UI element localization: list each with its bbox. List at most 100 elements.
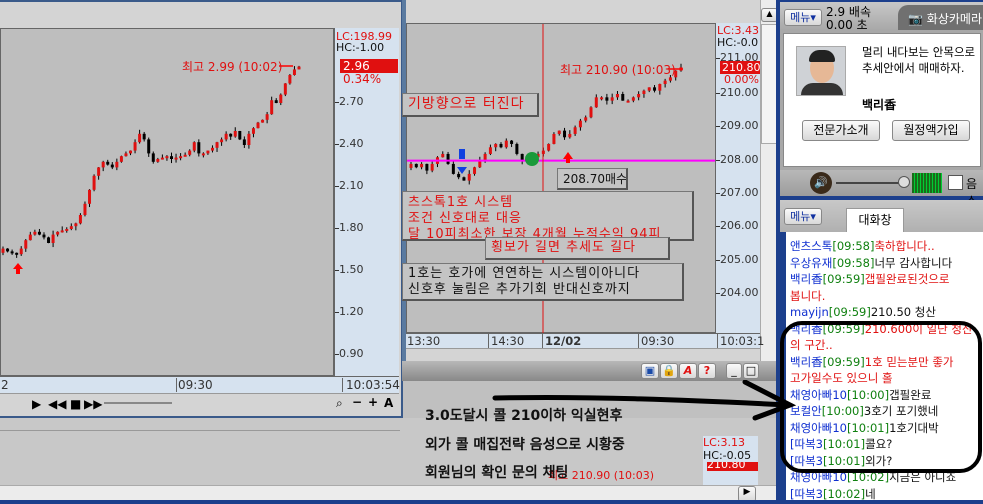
mid-price-axis[interactable]: LC:3.43 HC:-0.0 211.00 210.80 0.00% 210.… <box>715 23 760 333</box>
candle <box>197 142 201 154</box>
candle <box>420 163 424 168</box>
window-icon[interactable]: ▣ <box>641 363 659 379</box>
bottom-scrollbar[interactable]: ▶ <box>0 485 778 503</box>
chat-menu-button[interactable]: 메뉴▾ <box>784 208 822 225</box>
sell-arrow-icon <box>457 149 467 174</box>
mute-checkbox[interactable] <box>948 175 963 190</box>
commentary-line: 3.0도달시 콜 210이하 익실현후 <box>425 408 623 424</box>
candle <box>467 173 471 181</box>
volume-meter <box>912 173 942 193</box>
chat-message: 봅니다. <box>790 288 983 305</box>
font-icon[interactable]: A <box>679 363 697 379</box>
time-label: 0.00 초 <box>826 18 868 32</box>
chat-name: 백리香 <box>790 272 823 286</box>
chat-msg: 3호기 포기했네 <box>863 404 939 418</box>
candle <box>88 189 92 204</box>
candle <box>279 94 283 103</box>
chat-name: [따복3 <box>790 486 823 501</box>
candle <box>156 159 160 162</box>
candle <box>642 90 646 94</box>
chat-time: [09:59] <box>822 321 865 336</box>
y-tick-label: 1.80 <box>335 221 364 234</box>
left-chart-plot[interactable]: 최고 2.99 (10:02) <box>0 28 334 376</box>
speed-label: 2.9 배속 <box>826 5 871 19</box>
change-pct: 0.34% <box>343 72 382 86</box>
candle <box>56 231 60 235</box>
candle <box>674 70 678 78</box>
left-price-axis[interactable]: LC:198.99 HC:-1.00 2.96 0.34% 2.70 2.40 2.… <box>334 28 399 376</box>
menu-label: 메뉴 <box>790 210 811 223</box>
note-text: 조건 신호대로 대응 <box>408 211 522 226</box>
chat-log[interactable]: 앤츠스톡[09:58]축하합니다.. 우상유재[09:58]너무 감사합니다 백리香… <box>786 232 983 500</box>
chat-msg: 너무 감사합니다 <box>874 255 953 270</box>
menu-button[interactable]: 메뉴▾ <box>784 9 822 26</box>
candle <box>261 119 265 123</box>
candle <box>283 83 287 95</box>
time-label: 09:30 <box>638 334 674 348</box>
hc-label: HC:-0.05 <box>703 449 752 462</box>
lock-icon[interactable]: 🔒 <box>660 363 678 379</box>
candle <box>215 142 219 148</box>
candle <box>233 131 237 137</box>
help-icon[interactable]: ? <box>698 363 716 379</box>
candle <box>462 177 466 181</box>
candle <box>578 120 582 128</box>
candle <box>142 133 146 140</box>
chat-msg: 210.50 청산 <box>870 305 936 319</box>
candle <box>133 142 137 151</box>
play-button[interactable]: ▶ <box>32 397 42 411</box>
candle <box>430 163 434 171</box>
speaker-icon[interactable]: 🔊 <box>810 172 832 194</box>
chat-tab[interactable]: 대화창 <box>846 208 904 232</box>
chat-tab-label: 대화창 <box>858 213 892 227</box>
minimize-button[interactable]: _ <box>726 363 742 379</box>
candle <box>78 215 82 224</box>
commentary-line: 회원님의 확인 문의 채팅 <box>425 465 569 481</box>
chat-message: [따복3[10:01]콜요? <box>790 436 983 453</box>
zoom-icon[interactable]: ⌕ <box>336 396 343 410</box>
maximize-button[interactable]: □ <box>743 363 759 379</box>
minus-icon[interactable]: − <box>352 395 363 409</box>
candle <box>288 75 292 84</box>
candle <box>229 133 233 137</box>
candle <box>589 107 593 118</box>
drawn-arrow <box>492 380 797 421</box>
candle <box>563 130 567 138</box>
candle <box>119 156 123 162</box>
chat-message: 백리香[09:59]갭필완료된것으로 <box>790 271 983 288</box>
candle <box>251 128 255 134</box>
mini-high-note: 최고 210.90 (10:03) <box>548 469 655 482</box>
candle <box>473 167 477 174</box>
chat-name: 채영아빠10 <box>790 470 847 484</box>
plus-icon[interactable]: + <box>368 395 379 409</box>
text-tool-icon[interactable]: A <box>384 396 394 410</box>
subscribe-button[interactable]: 월정액가입 <box>892 120 970 141</box>
note-text: 횡보가 길면 추세도 길다 <box>491 240 636 255</box>
chat-msg: 갭필완료된것으로 <box>864 272 950 286</box>
candle <box>600 97 604 100</box>
volume-knob[interactable] <box>898 176 910 188</box>
y-tick-label: 1.50 <box>335 263 364 276</box>
candle <box>19 248 23 255</box>
candle <box>274 100 278 103</box>
candle <box>192 142 196 151</box>
volume-slider[interactable] <box>836 182 906 184</box>
chat-message: 백리香[09:59]210.600이 일단 청산 <box>790 321 983 338</box>
expert-message: 멀리 내다보는 안목으로 추세안에서 매매하자. <box>862 45 976 75</box>
candle <box>101 161 105 168</box>
chat-msg: 네 <box>865 486 876 501</box>
candle <box>256 122 260 129</box>
camera-tab[interactable]: 📷 화상카메라 <box>898 5 983 31</box>
candle <box>92 175 96 190</box>
expert-intro-button[interactable]: 전문가소개 <box>802 120 880 141</box>
y-tick-label: 2.70 <box>335 95 364 108</box>
fast-forward-button[interactable]: ▶▶ <box>84 397 103 411</box>
candle <box>547 143 551 151</box>
chat-message: 채영아빠10[10:02]지금은 아니죠 <box>790 469 983 486</box>
speed-slider[interactable] <box>104 402 172 404</box>
rewind-button[interactable]: ◀◀ <box>48 397 67 411</box>
candle <box>584 117 588 121</box>
chat-name: 채영아빠10 <box>790 387 847 402</box>
chat-message: 채영아빠10[10:00]갭필완료 <box>790 387 983 404</box>
stop-button[interactable]: ■ <box>70 397 82 411</box>
